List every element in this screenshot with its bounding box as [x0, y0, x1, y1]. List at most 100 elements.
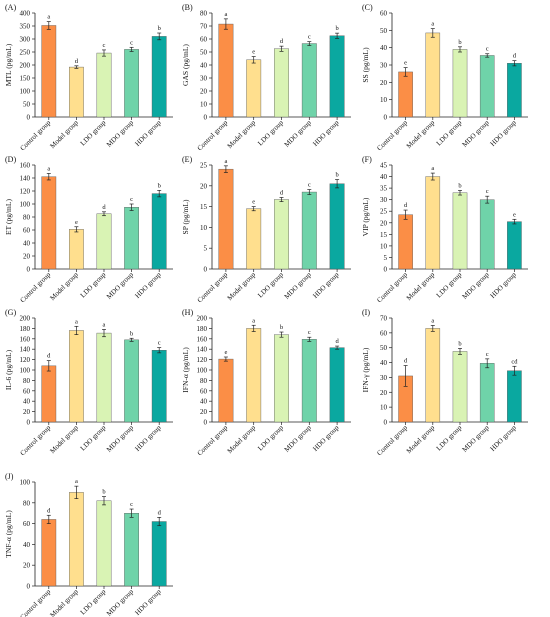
- y-tick-label: 60: [23, 520, 31, 528]
- bar: [96, 332, 112, 423]
- y-tick-label: 80: [200, 10, 208, 18]
- y-tick-label: 200: [20, 315, 31, 323]
- panel-label: (J): [5, 472, 14, 481]
- bar: [479, 363, 495, 423]
- significance-letter: c: [308, 329, 311, 336]
- x-tick-label: Model group: [226, 118, 258, 150]
- y-tick-label: 80: [200, 377, 208, 385]
- significance-letter: a: [431, 317, 434, 324]
- y-tick-label: 20: [200, 408, 208, 416]
- y-tick-label: 0: [384, 266, 388, 274]
- x-tick-label: Model group: [405, 118, 437, 150]
- panel-label: (A): [5, 3, 16, 12]
- bar: [507, 63, 522, 118]
- panel-label: (C): [362, 3, 373, 12]
- bar: [41, 25, 57, 118]
- x-tick-label: HDO group: [311, 423, 341, 453]
- significance-letter: d: [280, 38, 284, 45]
- y-tick-label: 50: [380, 27, 388, 35]
- significance-letter: b: [458, 39, 461, 46]
- x-tick-label: Control group: [19, 423, 53, 457]
- y-tick-label: 70: [200, 23, 208, 31]
- significance-letter: c: [130, 501, 133, 508]
- x-tick-label: LDO group: [256, 423, 285, 452]
- significance-letter: a: [252, 317, 255, 324]
- bar: [124, 513, 139, 587]
- y-tick-label: 25: [380, 208, 388, 216]
- y-tick-label: 15: [200, 203, 208, 211]
- x-tick-label: HDO group: [489, 270, 519, 300]
- y-tick-label: 350: [20, 23, 31, 31]
- y-tick-label: 25: [200, 162, 208, 170]
- bar: [301, 191, 317, 270]
- significance-letter: a: [103, 321, 106, 328]
- bar: [274, 334, 289, 423]
- y-tick-label: 10: [380, 404, 388, 412]
- bar: [329, 35, 345, 118]
- y-tick-label: 20: [23, 562, 31, 570]
- bar: [124, 49, 139, 118]
- x-tick-label: HDO group: [133, 587, 163, 617]
- x-tick-label: LDO group: [79, 118, 108, 147]
- x-tick-label: Control group: [375, 423, 409, 457]
- x-tick-label: Control group: [196, 270, 230, 304]
- bar: [218, 23, 234, 118]
- x-tick-label: MDO group: [283, 423, 313, 453]
- bar: [425, 32, 441, 118]
- y-tick-label: 30: [380, 196, 388, 204]
- significance-letter: b: [280, 324, 283, 331]
- x-tick-label: MDO group: [105, 118, 135, 148]
- x-tick-label: Model group: [48, 587, 80, 617]
- bar: [96, 52, 112, 118]
- x-tick-label: MDO group: [461, 270, 491, 300]
- significance-letter: d: [75, 58, 79, 65]
- y-tick-label: 200: [20, 62, 31, 70]
- x-tick-label: HDO group: [311, 118, 341, 148]
- bar: [398, 214, 413, 270]
- y-tick-label: 150: [20, 75, 31, 83]
- significance-letter: e: [404, 60, 407, 67]
- y-tick-label: 80: [23, 499, 31, 507]
- bar: [452, 192, 468, 270]
- y-tick-label: 0: [204, 266, 208, 274]
- significance-letter: b: [335, 25, 338, 32]
- bar: [151, 36, 167, 118]
- x-tick-label: Control group: [19, 118, 53, 152]
- y-tick-label: 60: [23, 227, 31, 235]
- bar: [507, 370, 522, 423]
- y-tick-label: 5: [384, 254, 388, 262]
- x-tick-label: HDO group: [133, 118, 163, 148]
- panel-label: (B): [182, 3, 193, 12]
- y-tick-label: 60: [380, 329, 388, 337]
- y-tick-label: 20: [380, 79, 388, 87]
- significance-letter: a: [431, 21, 434, 28]
- y-tick-label: 250: [20, 49, 31, 57]
- panel-label: (G): [5, 308, 16, 317]
- significance-letter: b: [458, 182, 461, 189]
- bar: [274, 48, 289, 118]
- y-axis-label: SS (pg/mL): [361, 47, 370, 83]
- y-tick-label: 20: [200, 88, 208, 96]
- y-tick-label: 140: [20, 346, 31, 354]
- y-tick-label: 50: [23, 101, 31, 109]
- x-tick-label: Model group: [48, 118, 80, 150]
- bar: [96, 213, 112, 270]
- y-tick-label: 0: [27, 419, 31, 427]
- y-tick-label: 0: [384, 114, 388, 122]
- bar: [151, 350, 167, 423]
- x-tick-label: HDO group: [489, 423, 519, 453]
- y-tick-label: 10: [380, 242, 388, 250]
- significance-letter: d: [404, 202, 408, 209]
- x-tick-label: MDO group: [461, 423, 491, 453]
- y-tick-label: 0: [27, 114, 31, 122]
- bar: [246, 59, 262, 118]
- significance-letter: a: [431, 165, 434, 172]
- panel-3: (C) 0 10 20 30 40 50 60 SS (pg/mL) e Control group…: [361, 3, 528, 152]
- significance-letter: c: [308, 34, 311, 41]
- significance-letter: e: [252, 199, 255, 206]
- x-tick-label: HDO group: [489, 118, 519, 148]
- y-tick-label: 10: [380, 96, 388, 104]
- y-axis-label: IFN-α (pg/mL): [181, 347, 190, 393]
- significance-letter: b: [130, 330, 133, 337]
- bar: [41, 176, 57, 270]
